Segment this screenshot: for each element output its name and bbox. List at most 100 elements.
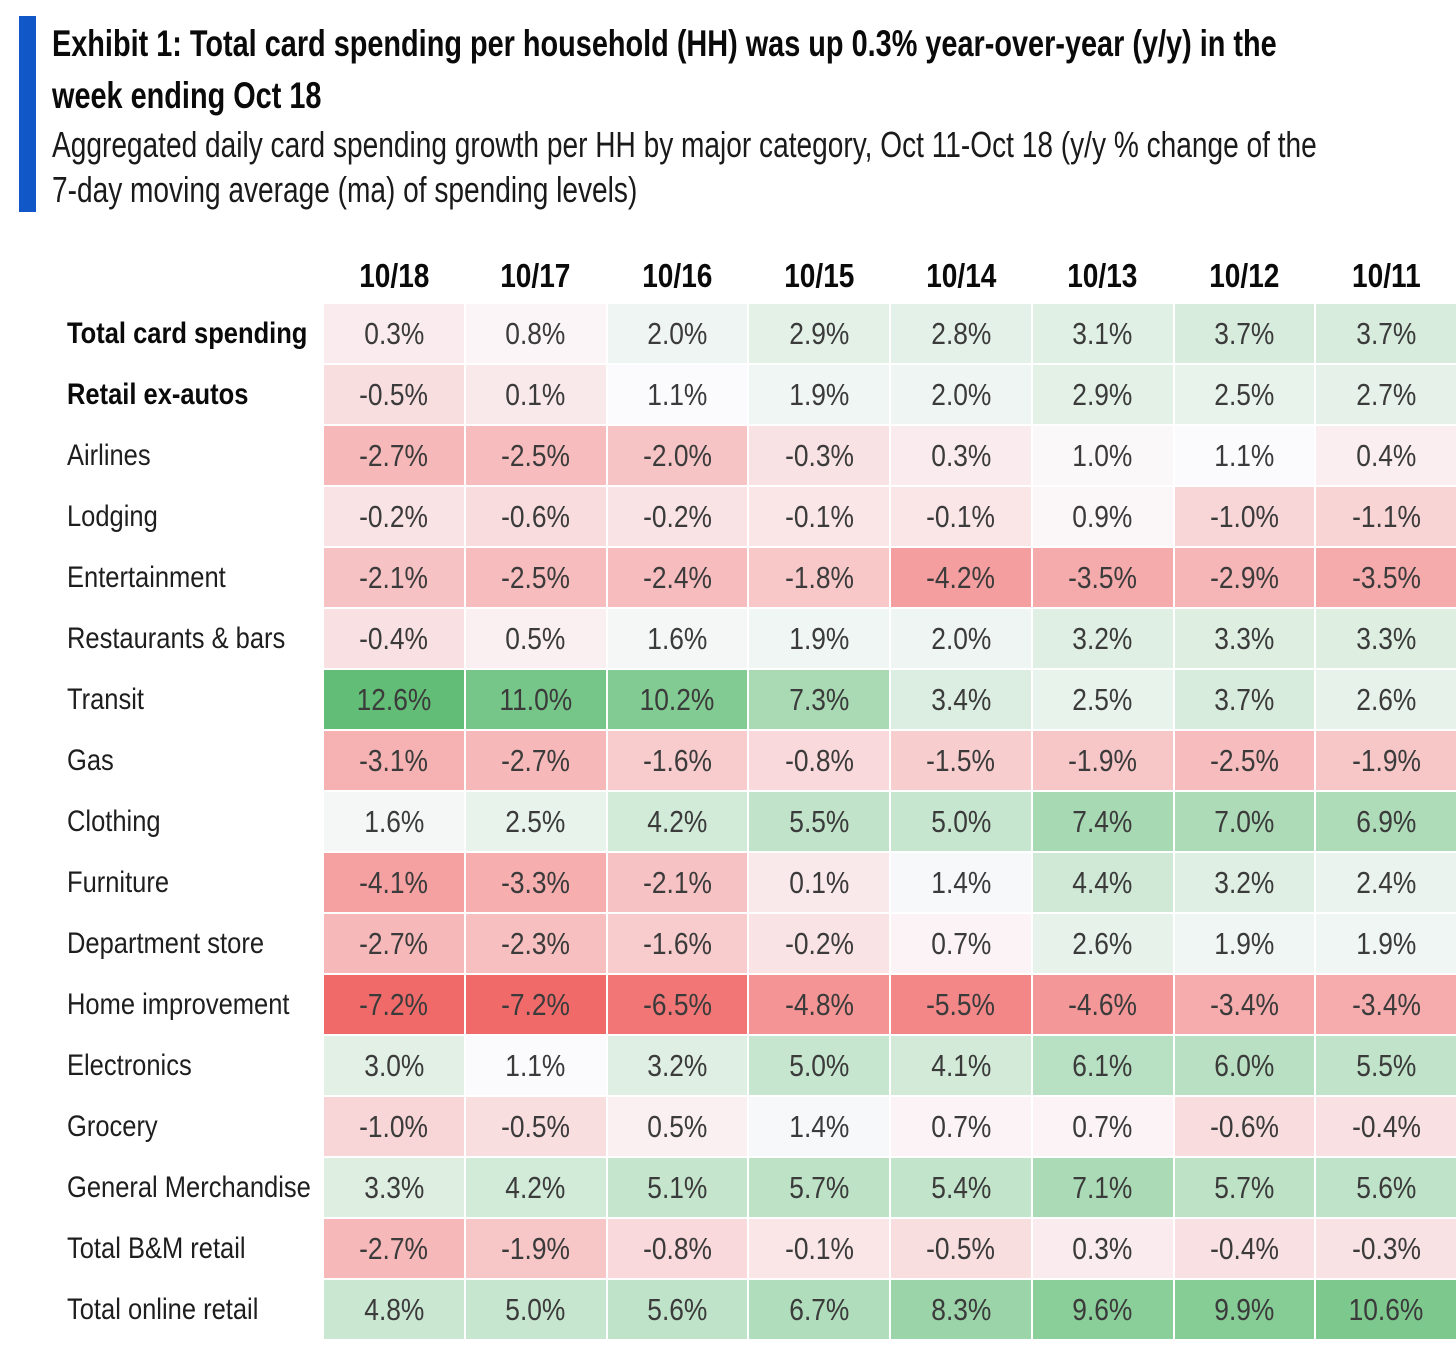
cell-text: -1.0%	[359, 1108, 429, 1144]
cell-text: -0.3%	[784, 437, 854, 473]
cell-text: 5.7%	[789, 1169, 850, 1205]
exhibit-subtitle-line-2: 7-day moving average (ma) of spending le…	[52, 169, 638, 210]
cell-text: -4.1%	[359, 864, 429, 900]
cell-text: 1.6%	[363, 803, 424, 839]
cell-text: Lodging	[67, 499, 158, 533]
cell-text: 5.7%	[1214, 1169, 1275, 1205]
exhibit-title-line-2: week ending Oct 18	[52, 75, 322, 116]
cell-text: 7.0%	[1214, 803, 1275, 839]
heatmap-cell: -2.4%	[607, 548, 748, 607]
row-label: Lodging	[0, 487, 322, 546]
cell-text: -1.8%	[784, 559, 854, 595]
heatmap-cell: 5.0%	[749, 1036, 889, 1095]
heatmap-cell: 2.7%	[1316, 365, 1456, 424]
heatmap-cell: 1.9%	[749, 609, 889, 668]
cell-text: 2.5%	[505, 803, 566, 839]
cell-text: Clothing	[67, 804, 161, 838]
heatmap-cell: -2.5%	[465, 426, 606, 485]
heatmap-cell: 2.5%	[1032, 670, 1173, 729]
cell-text: 0.5%	[647, 1108, 708, 1144]
cell-text: -2.7%	[359, 437, 429, 473]
cell-text: 3.7%	[1214, 315, 1275, 351]
cell-text: -0.4%	[359, 620, 429, 656]
cell-text: 5.0%	[505, 1291, 566, 1327]
heatmap-cell: 2.9%	[1032, 365, 1173, 424]
heatmap-cell: -0.3%	[749, 426, 889, 485]
cell-text: -2.0%	[642, 437, 712, 473]
cell-text: 2.5%	[1072, 681, 1133, 717]
cell-text: -0.8%	[642, 1230, 712, 1266]
cell-text: Airlines	[67, 438, 151, 472]
heatmap-cell: 3.2%	[1032, 609, 1173, 668]
cell-text: 5.5%	[1356, 1047, 1417, 1083]
heatmap-cell: 12.6%	[324, 670, 464, 729]
cell-text: 2.5%	[1214, 376, 1275, 412]
cell-text: -0.1%	[784, 1230, 854, 1266]
cell-text: 10/14	[925, 257, 996, 294]
cell-text: -1.6%	[642, 925, 712, 961]
cell-text: 0.7%	[930, 1108, 991, 1144]
cell-text: 3.2%	[647, 1047, 708, 1083]
cell-text: -0.2%	[784, 925, 854, 961]
heatmap-cell: -6.5%	[607, 975, 748, 1034]
cell-text: 12.6%	[356, 681, 432, 717]
heatmap-cell: 10.6%	[1316, 1280, 1456, 1339]
heatmap-cell: 5.6%	[607, 1280, 748, 1339]
cell-text: 3.7%	[1356, 315, 1417, 351]
cell-text: -1.1%	[1351, 498, 1421, 534]
heatmap-cell: -1.9%	[465, 1219, 606, 1278]
cell-text: 2.0%	[930, 376, 991, 412]
row-label: Gas	[0, 731, 322, 790]
cell-text: Gas	[67, 743, 114, 777]
accent-bar	[19, 16, 36, 212]
cell-text: 2.0%	[647, 315, 708, 351]
heatmap-cell: -4.6%	[1032, 975, 1173, 1034]
heatmap-cell: 0.7%	[891, 1097, 1031, 1156]
row-label: Total card spending	[0, 304, 322, 363]
heatmap-cell: 5.7%	[1174, 1158, 1315, 1217]
cell-text: -0.6%	[501, 498, 571, 534]
cell-text: 3.3%	[1214, 620, 1275, 656]
exhibit-header: Exhibit 1: Total card spending per house…	[0, 0, 1456, 212]
cell-text: -3.5%	[1068, 559, 1138, 595]
heatmap-cell: 4.1%	[891, 1036, 1031, 1095]
row-label: Clothing	[0, 792, 322, 851]
heatmap-cell: 0.7%	[891, 914, 1031, 973]
heatmap-cell: 7.4%	[1032, 792, 1173, 851]
cell-text: -5.5%	[926, 986, 996, 1022]
heatmap-cell: 1.4%	[749, 1097, 889, 1156]
cell-text: -7.2%	[359, 986, 429, 1022]
heatmap-cell: 3.7%	[1174, 304, 1315, 363]
row-label: Grocery	[0, 1097, 322, 1156]
heatmap-corner-cell	[0, 250, 322, 302]
row-label: Total online retail	[0, 1280, 322, 1339]
cell-text: Grocery	[67, 1109, 158, 1143]
row-label: Restaurants & bars	[0, 609, 322, 668]
heatmap-cell: -0.5%	[891, 1219, 1031, 1278]
heatmap-cell: 1.9%	[1316, 914, 1456, 973]
heatmap-cell: -1.8%	[749, 548, 889, 607]
cell-text: Home improvement	[67, 987, 290, 1021]
cell-text: 11.0%	[499, 681, 573, 717]
heatmap-cell: -0.2%	[607, 487, 748, 546]
cell-text: 6.7%	[789, 1291, 850, 1327]
heatmap-cell: 0.3%	[891, 426, 1031, 485]
cell-text: 2.9%	[1072, 376, 1133, 412]
cell-text: 4.2%	[505, 1169, 566, 1205]
cell-text: -1.0%	[1209, 498, 1279, 534]
heatmap-cell: 6.7%	[749, 1280, 889, 1339]
heatmap-cell: 3.3%	[324, 1158, 464, 1217]
cell-text: 1.4%	[930, 864, 991, 900]
heatmap-cell: 1.6%	[324, 792, 464, 851]
cell-text: 5.1%	[647, 1169, 708, 1205]
heatmap-cell: -2.9%	[1174, 548, 1315, 607]
cell-text: 5.6%	[647, 1291, 708, 1327]
heatmap-cell: -1.6%	[607, 731, 748, 790]
heatmap-cell: 3.1%	[1032, 304, 1173, 363]
cell-text: Total online retail	[67, 1292, 259, 1326]
cell-text: -2.5%	[501, 437, 571, 473]
cell-text: -2.5%	[501, 559, 571, 595]
cell-text: 3.7%	[1214, 681, 1275, 717]
heatmap-cell: -0.3%	[1316, 1219, 1456, 1278]
heatmap-cell: -0.1%	[749, 1219, 889, 1278]
